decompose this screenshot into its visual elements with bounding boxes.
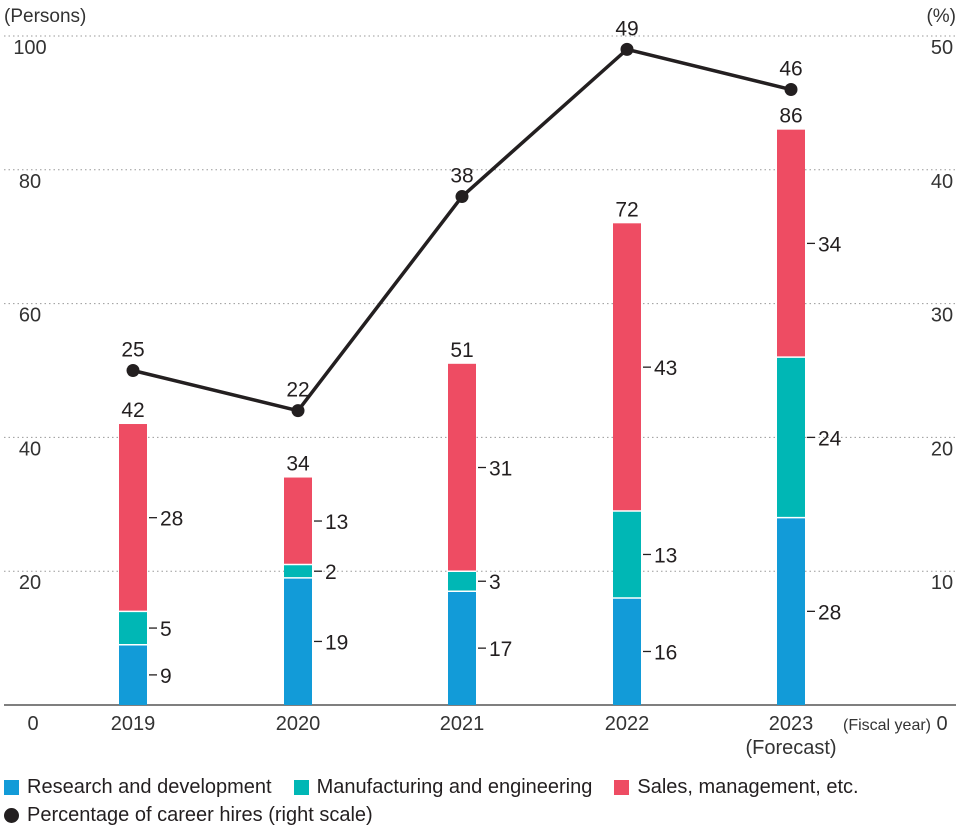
total-label-2023: 86 — [779, 105, 802, 128]
total-label-2022: 72 — [615, 198, 638, 221]
left-unit-label: (Persons) — [4, 6, 86, 27]
segment-label-2019-1: 5 — [160, 618, 172, 641]
percentage-label-2019: 25 — [121, 339, 144, 362]
percentage-line — [126, 42, 798, 418]
value-labels: 9 5 28 42 19 2 13 34 17 3 31 51 16 13 43 72 28 24 34 86 25 22… — [121, 17, 841, 688]
left-tick-label-100: 100 — [13, 37, 46, 59]
percentage-point-2023 — [784, 83, 798, 97]
bar-segment-2022-0 — [613, 597, 641, 705]
legend-item-research: Research and development — [4, 776, 272, 799]
percentage-point-2022 — [620, 42, 634, 56]
category-sublabel-2023: (Forecast) — [745, 737, 836, 759]
legend: Research and development Manufacturing a… — [0, 770, 960, 831]
segment-label-2021-0: 17 — [489, 638, 512, 661]
career-hires-chart: 9 5 28 42 19 2 13 34 17 3 31 51 16 13 43 72 28 24 34 86 25 22… — [4, 6, 956, 759]
bar-segment-2019-0 — [119, 644, 147, 705]
bar-segment-2019-1 — [119, 611, 147, 645]
category-label-2022: 2022 — [605, 713, 650, 735]
category-label-2021: 2021 — [440, 713, 485, 735]
category-label-2020: 2020 — [276, 713, 321, 735]
bar-segment-2020-1 — [284, 564, 312, 578]
percentage-label-2022: 49 — [615, 17, 638, 40]
right-tick-label-20: 20 — [931, 438, 953, 460]
segment-label-2022-1: 13 — [654, 544, 677, 567]
right-tick-label-0: 0 — [936, 713, 947, 735]
segment-label-2020-0: 19 — [325, 631, 348, 654]
bar-segment-2023-0 — [777, 517, 805, 705]
legend-swatch-sales — [614, 780, 630, 795]
right-tick-label-30: 30 — [931, 305, 953, 327]
left-tick-label-40: 40 — [19, 438, 41, 460]
total-label-2020: 34 — [286, 453, 310, 476]
bar-segment-2020-2 — [284, 477, 312, 565]
legend-dot-percentage — [4, 808, 19, 823]
legend-swatch-research — [4, 780, 19, 795]
legend-item-sales: Sales, management, etc. — [614, 776, 859, 799]
segment-label-2019-0: 9 — [160, 665, 172, 688]
bar-segment-2023-2 — [777, 129, 805, 358]
right-tick-label-50: 50 — [931, 37, 953, 59]
bar-segment-2020-0 — [284, 577, 312, 705]
percentage-label-2021: 38 — [450, 165, 473, 188]
percentage-label-2023: 46 — [779, 58, 802, 81]
axis-labels: (Persons) (%) (Fiscal year) 020406080100… — [4, 6, 956, 759]
left-tick-label-80: 80 — [19, 171, 41, 193]
total-label-2021: 51 — [450, 339, 473, 362]
bar-segment-2021-2 — [448, 363, 476, 572]
percentage-label-2020: 22 — [286, 379, 309, 402]
legend-swatch-manufacturing — [293, 780, 309, 795]
left-tick-label-60: 60 — [19, 305, 41, 327]
legend-label-research: Research and development — [27, 776, 272, 798]
segment-label-2019-2: 28 — [160, 508, 183, 531]
percentage-point-2020 — [291, 404, 305, 418]
right-tick-label-10: 10 — [931, 572, 953, 594]
legend-item-manufacturing: Manufacturing and engineering — [293, 776, 593, 799]
legend-label-percentage: Percentage of career hires (right scale) — [27, 804, 373, 826]
category-label-2019: 2019 — [111, 713, 156, 735]
bar-stacks — [119, 129, 805, 705]
segment-label-2020-2: 13 — [325, 511, 348, 534]
percentage-point-2021 — [455, 190, 469, 204]
percentage-point-2019 — [126, 364, 140, 377]
segment-label-2022-2: 43 — [654, 357, 677, 380]
segment-label-2023-1: 24 — [818, 427, 842, 450]
segment-label-2023-0: 28 — [818, 601, 841, 624]
legend-row-line: Percentage of career hires (right scale) — [4, 804, 395, 827]
legend-item-percentage: Percentage of career hires (right scale) — [4, 804, 373, 827]
legend-label-sales: Sales, management, etc. — [637, 776, 859, 798]
segment-label-2020-1: 2 — [325, 561, 337, 584]
left-tick-label-20: 20 — [19, 572, 41, 594]
segment-label-2022-0: 16 — [654, 641, 677, 664]
bar-segment-2023-1 — [777, 357, 805, 518]
bar-segment-2022-2 — [613, 223, 641, 511]
segment-label-2021-2: 31 — [489, 458, 512, 481]
bar-segment-2022-1 — [613, 510, 641, 598]
category-label-2023: 2023 — [769, 713, 814, 735]
right-unit-label: (%) — [926, 6, 956, 27]
total-label-2019: 42 — [121, 399, 144, 422]
segment-label-2021-1: 3 — [489, 571, 501, 594]
segment-label-2023-2: 34 — [818, 233, 842, 256]
bar-segment-2021-0 — [448, 591, 476, 705]
bar-segment-2021-1 — [448, 571, 476, 592]
right-tick-label-40: 40 — [931, 171, 953, 193]
left-tick-label-0: 0 — [27, 713, 38, 735]
x-axis-label: (Fiscal year) — [843, 717, 931, 734]
bar-segment-2019-2 — [119, 424, 147, 612]
legend-label-manufacturing: Manufacturing and engineering — [316, 776, 593, 798]
legend-row-bars: Research and development Manufacturing a… — [4, 776, 881, 799]
